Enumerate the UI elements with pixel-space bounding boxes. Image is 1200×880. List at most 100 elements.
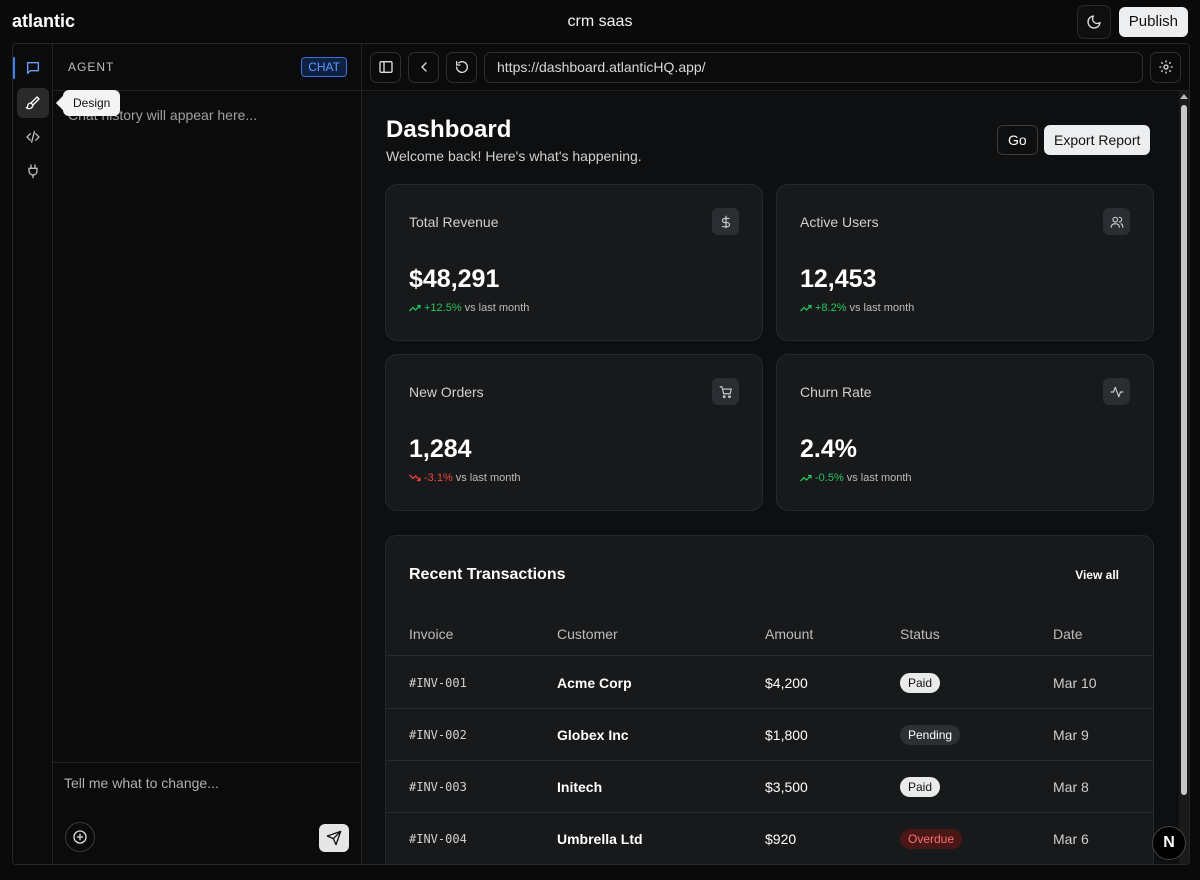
agent-header: AGENT CHAT	[53, 44, 361, 91]
table-row[interactable]: #INV-003 Initech $3,500 Paid Mar 8	[386, 761, 1153, 813]
stat-change-suffix: vs last month	[455, 472, 521, 484]
stat-value: $48,291	[409, 265, 500, 293]
url-input[interactable]: https://dashboard.atlanticHQ.app/	[484, 51, 1143, 83]
customer-cell: Acme Corp	[557, 675, 632, 691]
project-title: crm saas	[567, 12, 633, 30]
status-badge: Pending	[900, 725, 961, 745]
column-header-date[interactable]: Date	[1053, 626, 1083, 642]
transactions-title: Recent Transactions	[409, 566, 566, 583]
rail-integrations-button[interactable]	[17, 156, 49, 186]
column-header-invoice[interactable]: Invoice	[409, 626, 454, 642]
rail-design-button[interactable]	[17, 88, 49, 118]
stat-card-active-users: Active Users 12,453 +8.2% vs last month	[776, 184, 1154, 341]
stat-change: -0.5% vs last month	[800, 472, 912, 484]
table-row[interactable]: #INV-002 Globex Inc $1,800 Pending Mar 9	[386, 709, 1153, 761]
rail-code-button[interactable]	[17, 122, 49, 152]
floating-app-badge[interactable]: N	[1152, 826, 1186, 860]
top-actions: Publish	[1076, 4, 1188, 39]
rail-chat-button[interactable]	[13, 53, 49, 83]
preview-panel: https://dashboard.atlanticHQ.app/ Dashbo…	[362, 44, 1189, 864]
stat-label: Churn Rate	[800, 384, 872, 400]
go-button[interactable]: Go	[997, 125, 1038, 155]
dashboard-page: Dashboard Welcome back! Here's what's ha…	[362, 91, 1189, 864]
chat-mode-badge[interactable]: CHAT	[301, 57, 347, 77]
stat-value: 1,284	[409, 435, 472, 463]
stat-label: New Orders	[409, 384, 484, 400]
activity-icon	[1103, 378, 1130, 405]
view-all-link[interactable]: View all	[1075, 568, 1119, 582]
date-cell: Mar 6	[1053, 831, 1089, 847]
column-header-customer[interactable]: Customer	[557, 626, 618, 642]
invoice-cell: #INV-003	[409, 780, 467, 794]
chat-input[interactable]: Tell me what to change...	[64, 775, 219, 791]
stat-label: Active Users	[800, 214, 879, 230]
stat-value: 12,453	[800, 265, 877, 293]
amount-cell: $3,500	[765, 779, 808, 795]
attach-button[interactable]	[65, 822, 95, 852]
column-header-amount[interactable]: Amount	[765, 626, 814, 642]
chat-icon	[27, 62, 39, 74]
side-rail	[13, 44, 53, 864]
cart-icon	[712, 378, 739, 405]
top-bar: atlantic crm saas Publish	[0, 0, 1200, 43]
customer-cell: Globex Inc	[557, 727, 629, 743]
preview-settings-button[interactable]	[1150, 51, 1181, 83]
publish-button[interactable]: Publish	[1118, 6, 1188, 37]
agent-label: AGENT	[68, 60, 115, 74]
stat-value: 2.4%	[800, 435, 857, 463]
scroll-up-arrow[interactable]	[1180, 94, 1188, 99]
stat-change-suffix: vs last month	[846, 472, 912, 484]
plus-circle-icon	[73, 830, 87, 844]
stat-card-new-orders: New Orders 1,284 -3.1% vs last month	[385, 354, 763, 511]
invoice-cell: #INV-001	[409, 676, 467, 690]
moon-icon	[1087, 14, 1101, 29]
browser-bar: https://dashboard.atlanticHQ.app/	[362, 44, 1189, 91]
export-report-button[interactable]: Export Report	[1044, 125, 1151, 155]
stat-change-value: +8.2%	[815, 302, 847, 314]
table-row[interactable]: #INV-004 Umbrella Ltd $920 Overdue Mar 6	[386, 813, 1153, 864]
trend-up-icon	[800, 474, 812, 482]
theme-toggle-button[interactable]	[1076, 4, 1111, 39]
invoice-cell: #INV-002	[409, 728, 467, 742]
toggle-sidebar-button[interactable]	[370, 51, 401, 83]
status-badge: Overdue	[900, 829, 963, 849]
amount-cell: $920	[765, 831, 797, 847]
scroll-thumb[interactable]	[1181, 105, 1187, 795]
stat-change-value: +12.5%	[424, 302, 462, 314]
table-header: Invoice Customer Amount Status Date	[386, 606, 1153, 656]
stat-change: +8.2% vs last month	[800, 302, 914, 314]
amount-cell: $4,200	[765, 675, 808, 691]
date-cell: Mar 8	[1053, 779, 1089, 795]
page-subtitle: Welcome back! Here's what's happening.	[386, 148, 642, 164]
stat-change-value: -0.5%	[815, 472, 844, 484]
column-header-status[interactable]: Status	[900, 626, 940, 642]
brand-logo[interactable]: atlantic	[12, 11, 76, 31]
customer-cell: Initech	[557, 779, 603, 795]
date-cell: Mar 10	[1053, 675, 1097, 691]
back-button[interactable]	[408, 51, 439, 83]
reload-button[interactable]	[446, 51, 477, 83]
chat-composer: Tell me what to change...	[53, 762, 361, 864]
stat-change-suffix: vs last month	[849, 302, 915, 314]
status-badge: Paid	[900, 673, 941, 693]
invoice-cell: #INV-004	[409, 832, 467, 846]
send-button[interactable]	[319, 824, 349, 852]
table-row[interactable]: #INV-001 Acme Corp $4,200 Paid Mar 10	[386, 657, 1153, 709]
refresh-icon	[455, 61, 468, 73]
trend-up-icon	[800, 304, 812, 312]
trend-down-icon	[409, 474, 421, 482]
sidebar-icon	[378, 61, 393, 73]
stat-label: Total Revenue	[409, 214, 499, 230]
page-title: Dashboard	[386, 116, 512, 143]
code-icon	[26, 131, 40, 143]
gear-icon	[1158, 60, 1173, 74]
stat-change-suffix: vs last month	[464, 302, 530, 314]
paintbrush-icon	[25, 96, 40, 110]
plug-icon	[28, 164, 38, 179]
stat-card-churn-rate: Churn Rate 2.4% -0.5% vs last month	[776, 354, 1154, 511]
preview-scrollbar[interactable]	[1179, 91, 1189, 864]
status-badge: Paid	[900, 777, 941, 797]
date-cell: Mar 9	[1053, 727, 1089, 743]
workspace-frame: Design AGENT CHAT Chat history will appe…	[12, 43, 1190, 865]
send-icon	[326, 830, 342, 846]
